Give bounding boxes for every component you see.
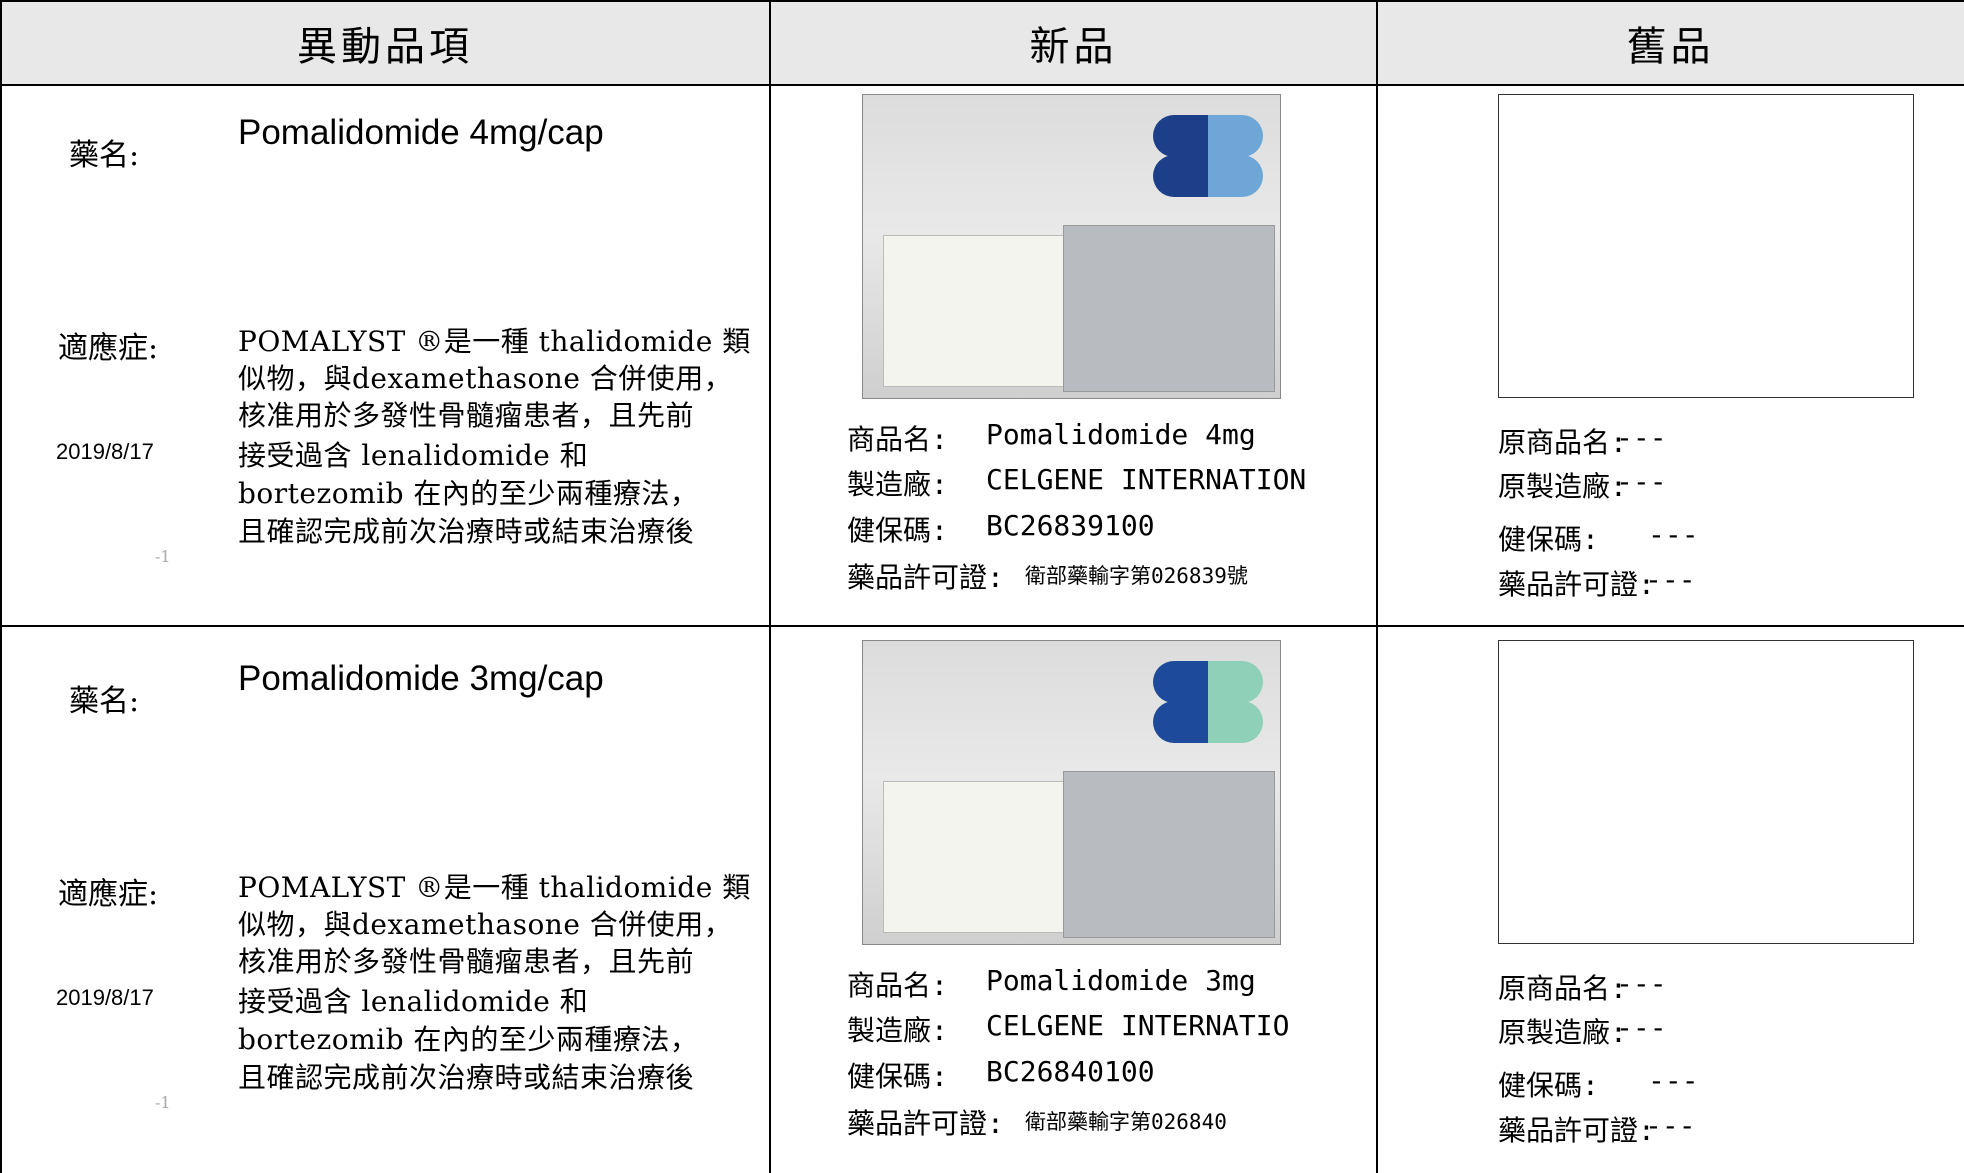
- old-field-value: ---: [1645, 1109, 1696, 1142]
- indication-line: 似物，與dexamethasone 合併使用，: [238, 362, 733, 395]
- border: [0, 0, 2, 1173]
- old-field-value: ---: [1645, 563, 1696, 596]
- new-field-value: CELGENE INTERNATION: [986, 463, 1307, 496]
- blister: [1063, 225, 1275, 392]
- old-field-label: 藥品許可證:: [1498, 1114, 1655, 1147]
- old-field-label: 原商品名:: [1498, 426, 1627, 459]
- header-cell: 舊品: [1626, 23, 1715, 70]
- new-field-value: Pomalidomide 3mg: [986, 964, 1256, 997]
- new-field-value: BC26840100: [986, 1055, 1155, 1088]
- blister: [1063, 771, 1275, 938]
- capsule: [1153, 701, 1263, 743]
- indication-label: 適應症:: [58, 331, 159, 366]
- indication-line: POMALYST ®是一種 thalidomide 類: [238, 325, 751, 358]
- new-field-label: 商品名:: [847, 423, 948, 456]
- new-field-label: 藥品許可證:: [847, 561, 1004, 594]
- indication-line: 核准用於多發性骨髓瘤患者，且先前: [238, 399, 695, 432]
- drug-label: 藥名:: [69, 138, 140, 173]
- package: [883, 781, 1065, 933]
- new-field-label: 製造廠:: [847, 1014, 948, 1047]
- date: 2019/8/17: [56, 985, 154, 1010]
- package: [883, 235, 1065, 387]
- old-field-value: ---: [1616, 465, 1667, 498]
- page-mark: -1: [155, 1093, 171, 1112]
- old-field-value: ---: [1648, 1064, 1699, 1097]
- header-cell: 異動品項: [297, 23, 473, 70]
- indication-line: 核准用於多發性骨髓瘤患者，且先前: [238, 945, 695, 978]
- new-field-value: BC26839100: [986, 509, 1155, 542]
- new-field-label: 商品名:: [847, 969, 948, 1002]
- old-field-label: 藥品許可證:: [1498, 568, 1655, 601]
- date: 2019/8/17: [56, 439, 154, 464]
- drug-name: Pomalidomide 4mg/cap: [238, 113, 604, 152]
- drug-label: 藥名:: [69, 684, 140, 719]
- old-field-label: 原商品名:: [1498, 972, 1627, 1005]
- old-photo-box: [1498, 640, 1914, 944]
- header-row: [0, 0, 1964, 85]
- header-cell: 新品: [1029, 23, 1118, 70]
- new-field-label: 健保碼:: [847, 1060, 948, 1093]
- old-field-value: ---: [1616, 421, 1667, 454]
- border: [0, 0, 1964, 2]
- indication-line: 且確認完成前次治療時或結束治療後: [238, 1061, 695, 1094]
- new-field-value: CELGENE INTERNATIO: [986, 1009, 1290, 1042]
- new-field-label: 藥品許可證:: [847, 1107, 1004, 1140]
- border: [769, 0, 771, 1173]
- new-field-label: 製造廠:: [847, 468, 948, 501]
- border: [0, 625, 1964, 627]
- drug-name: Pomalidomide 3mg/cap: [238, 659, 604, 698]
- new-field-value: 衛部藥輸字第026840: [1025, 1110, 1227, 1134]
- old-field-value: ---: [1616, 1011, 1667, 1044]
- new-field-label: 健保碼:: [847, 514, 948, 547]
- old-field-value: ---: [1616, 967, 1667, 1000]
- product-photo: [862, 640, 1281, 945]
- indication-line: 似物，與dexamethasone 合併使用，: [238, 908, 733, 941]
- old-field-label: 健保碼:: [1498, 523, 1599, 556]
- old-photo-box: [1498, 94, 1914, 398]
- indication-line: bortezomib 在內的至少兩種療法，: [238, 1023, 699, 1056]
- indication-line: 且確認完成前次治療時或結束治療後: [238, 515, 695, 548]
- new-field-value: 衛部藥輸字第026839號: [1025, 564, 1248, 588]
- indication-line: 接受過含 lenalidomide 和: [238, 439, 589, 472]
- capsule: [1153, 115, 1263, 157]
- border: [0, 84, 1964, 86]
- indication-label: 適應症:: [58, 877, 159, 912]
- indication-line: POMALYST ®是一種 thalidomide 類: [238, 871, 751, 904]
- capsule: [1153, 661, 1263, 703]
- old-field-label: 健保碼:: [1498, 1069, 1599, 1102]
- page-mark: -1: [155, 547, 171, 566]
- new-field-value: Pomalidomide 4mg: [986, 418, 1256, 451]
- indication-line: 接受過含 lenalidomide 和: [238, 985, 589, 1018]
- old-field-value: ---: [1648, 518, 1699, 551]
- old-field-label: 原製造廠:: [1498, 1016, 1627, 1049]
- product-photo: [862, 94, 1281, 399]
- border: [1376, 0, 1378, 1173]
- capsule: [1153, 155, 1263, 197]
- old-field-label: 原製造廠:: [1498, 470, 1627, 503]
- indication-line: bortezomib 在內的至少兩種療法，: [238, 477, 699, 510]
